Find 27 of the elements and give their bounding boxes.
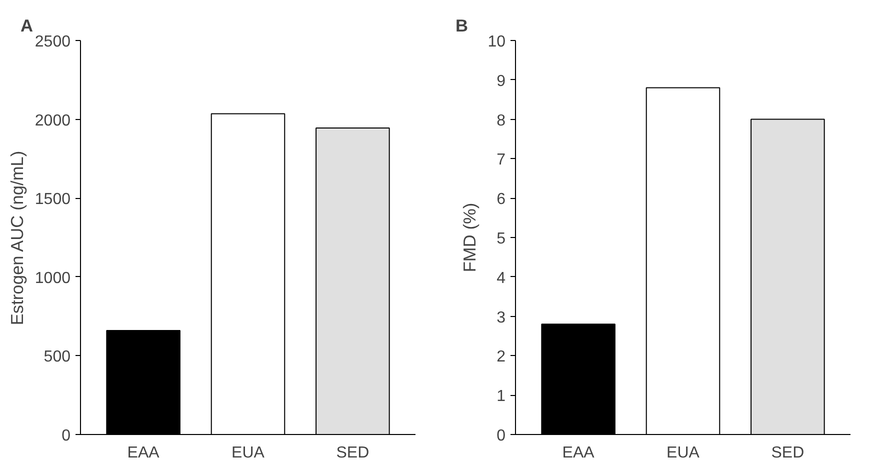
- y-tick-label: 5: [496, 230, 506, 248]
- y-tick-label: 3: [496, 309, 506, 326]
- x-tick-label: EAA: [562, 444, 595, 462]
- y-tick-label: 2: [496, 348, 506, 366]
- y-tick-label: 2500: [34, 34, 71, 50]
- y-tick-label: 1500: [34, 191, 71, 208]
- x-tick-label: EUA: [666, 444, 700, 462]
- y-tick-label: 1: [496, 388, 506, 406]
- y-axis-title: Estrogen AUC (ng/mL): [6, 150, 27, 326]
- y-tick-label: 1000: [34, 270, 71, 287]
- y-tick-label: 2000: [34, 112, 71, 130]
- y-axis-title: FMD (%): [460, 202, 480, 272]
- y-tick-label: 0: [62, 428, 71, 444]
- y-tick-label: 0: [496, 428, 506, 444]
- y-tick-label: 9: [496, 72, 506, 90]
- y-tick-label: 10: [488, 34, 506, 50]
- y-tick-label: 8: [496, 112, 506, 130]
- y-tick-label: 500: [44, 348, 71, 366]
- y-tick-label: 6: [496, 191, 506, 208]
- x-tick-label: EUA: [232, 444, 265, 462]
- x-tick-label: SED: [771, 444, 804, 462]
- chart-title: A: [20, 16, 34, 36]
- x-tick-label: SED: [336, 444, 370, 462]
- y-tick-label: 4: [496, 270, 506, 287]
- y-tick-label: 7: [496, 152, 506, 169]
- chart-title: B: [456, 16, 468, 36]
- x-tick-label: EAA: [127, 444, 160, 462]
